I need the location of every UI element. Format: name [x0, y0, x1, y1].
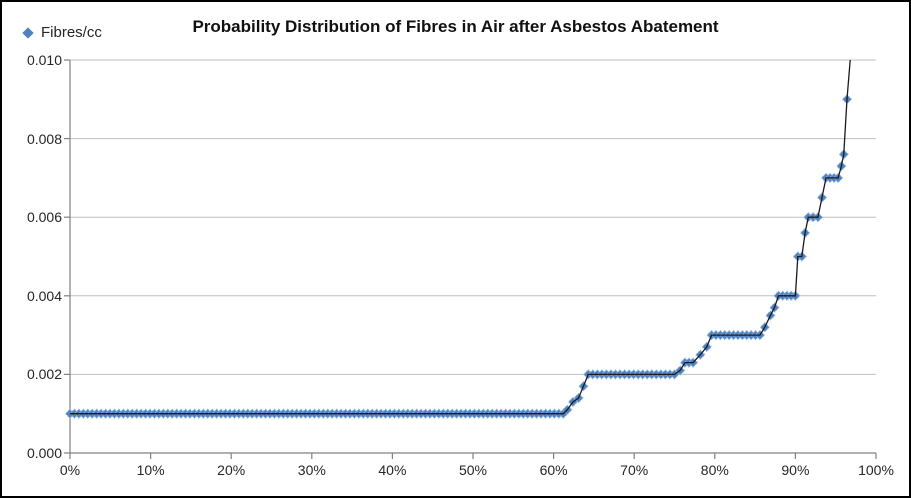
y-tick-label: 0.008	[26, 130, 62, 147]
x-tick-label: 50%	[458, 462, 488, 478]
x-tick-label: 40%	[378, 462, 407, 478]
x-tick-label: 80%	[700, 462, 729, 478]
x-tick-label: 20%	[217, 462, 246, 478]
series-line[interactable]	[70, 59, 851, 415]
x-tick-label: 10%	[136, 462, 165, 478]
y-tick-label: 0.004	[26, 287, 62, 304]
x-tick-label: 30%	[297, 462, 326, 478]
x-tick-label: 90%	[781, 462, 810, 478]
y-tick-label: 0.010	[26, 52, 62, 68]
x-tick-label: 0%	[59, 462, 81, 478]
legend-label: Fibres/cc	[41, 24, 102, 41]
x-tick-label: 100%	[858, 462, 894, 478]
y-tick-label: 0.002	[26, 366, 62, 383]
x-tick-label: 70%	[620, 462, 649, 478]
chart-title: Probability Distribution of Fibres in Ai…	[192, 17, 719, 36]
y-tick-label: 0.000	[26, 445, 62, 461]
x-tick-label: 60%	[539, 462, 568, 478]
y-tick-label: 0.006	[26, 209, 62, 226]
legend[interactable]: Fibres/cc	[22, 24, 102, 41]
